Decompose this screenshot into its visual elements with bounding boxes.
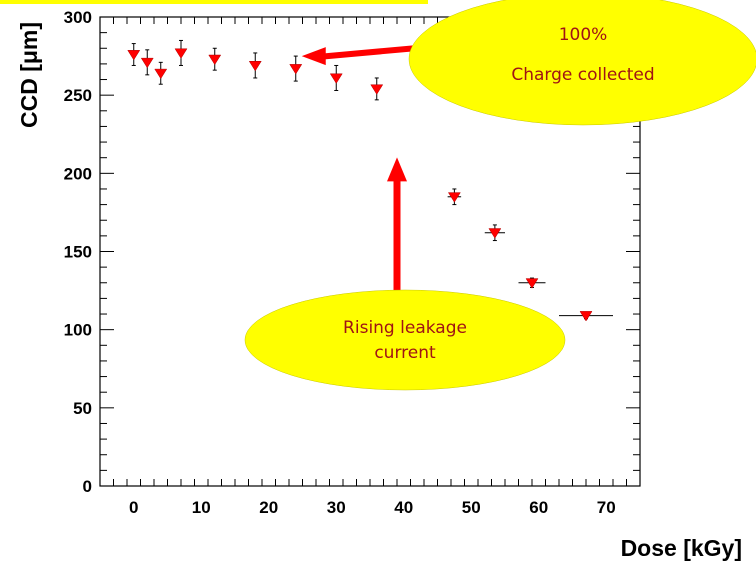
callout-leakage-current: Rising leakage current [244, 157, 566, 391]
x-tick-label: 50 [462, 498, 481, 517]
data-point [329, 64, 343, 91]
data-point [154, 61, 168, 85]
callout-text-charge-line1: 100% [559, 25, 608, 45]
data-points [127, 39, 613, 322]
triangle-down-marker [208, 54, 222, 66]
data-point [559, 311, 613, 322]
callout-bubble-charge [408, 0, 756, 126]
y-tick-label: 250 [64, 86, 92, 105]
data-point [518, 277, 546, 289]
x-tick-label: 70 [597, 498, 616, 517]
y-tick-label: 200 [64, 164, 92, 183]
tick-labels: 0 50 100 150 200 250 300 0 10 20 30 40 50 60 70 [64, 8, 616, 517]
triangle-down-marker [370, 84, 384, 95]
x-tick-label: 20 [259, 498, 278, 517]
callout-arrowhead-charge [301, 47, 326, 66]
callout-text-leakage-line1: Rising leakage [343, 318, 467, 338]
triangle-down-marker [289, 64, 303, 75]
triangle-down-marker [488, 228, 502, 239]
data-point [140, 49, 154, 76]
data-point [248, 52, 262, 79]
x-axis-title: Dose [kGy] [621, 535, 742, 561]
triangle-down-marker [525, 278, 539, 289]
triangle-down-marker [174, 48, 188, 59]
x-tick-label: 60 [529, 498, 548, 517]
callout-text-leakage-line2: current [374, 343, 436, 363]
x-tick-label: 40 [394, 498, 413, 517]
y-tick-label: 100 [64, 321, 92, 340]
top-highlight-stripe [0, 0, 428, 4]
data-point [174, 39, 188, 66]
x-tick-label: 10 [192, 498, 211, 517]
triangle-down-marker [447, 192, 461, 203]
triangle-down-marker [154, 68, 168, 80]
callout-text-charge-line2: Charge collected [511, 65, 654, 85]
data-point [208, 47, 222, 71]
data-point [289, 55, 303, 82]
y-tick-label: 50 [73, 399, 92, 418]
triangle-down-marker [127, 50, 141, 61]
y-tick-label: 0 [83, 477, 92, 496]
y-tick-label: 300 [64, 8, 92, 27]
x-tick-label: 0 [129, 498, 138, 517]
data-point [447, 188, 462, 206]
triangle-down-marker [248, 61, 262, 72]
callout-arrowhead-leakage [387, 157, 407, 182]
y-tick-label: 150 [64, 243, 92, 262]
data-point [484, 224, 505, 242]
callout-charge-collected: 100% Charge collected [301, 0, 756, 126]
triangle-down-marker [329, 73, 343, 84]
triangle-down-marker [140, 57, 154, 69]
data-point [127, 43, 141, 66]
x-tick-label: 30 [327, 498, 346, 517]
y-axis-title: CCD [μm] [16, 22, 42, 128]
triangle-down-marker [579, 311, 593, 322]
callout-bubble-leakage [244, 289, 566, 391]
data-point [370, 77, 384, 101]
